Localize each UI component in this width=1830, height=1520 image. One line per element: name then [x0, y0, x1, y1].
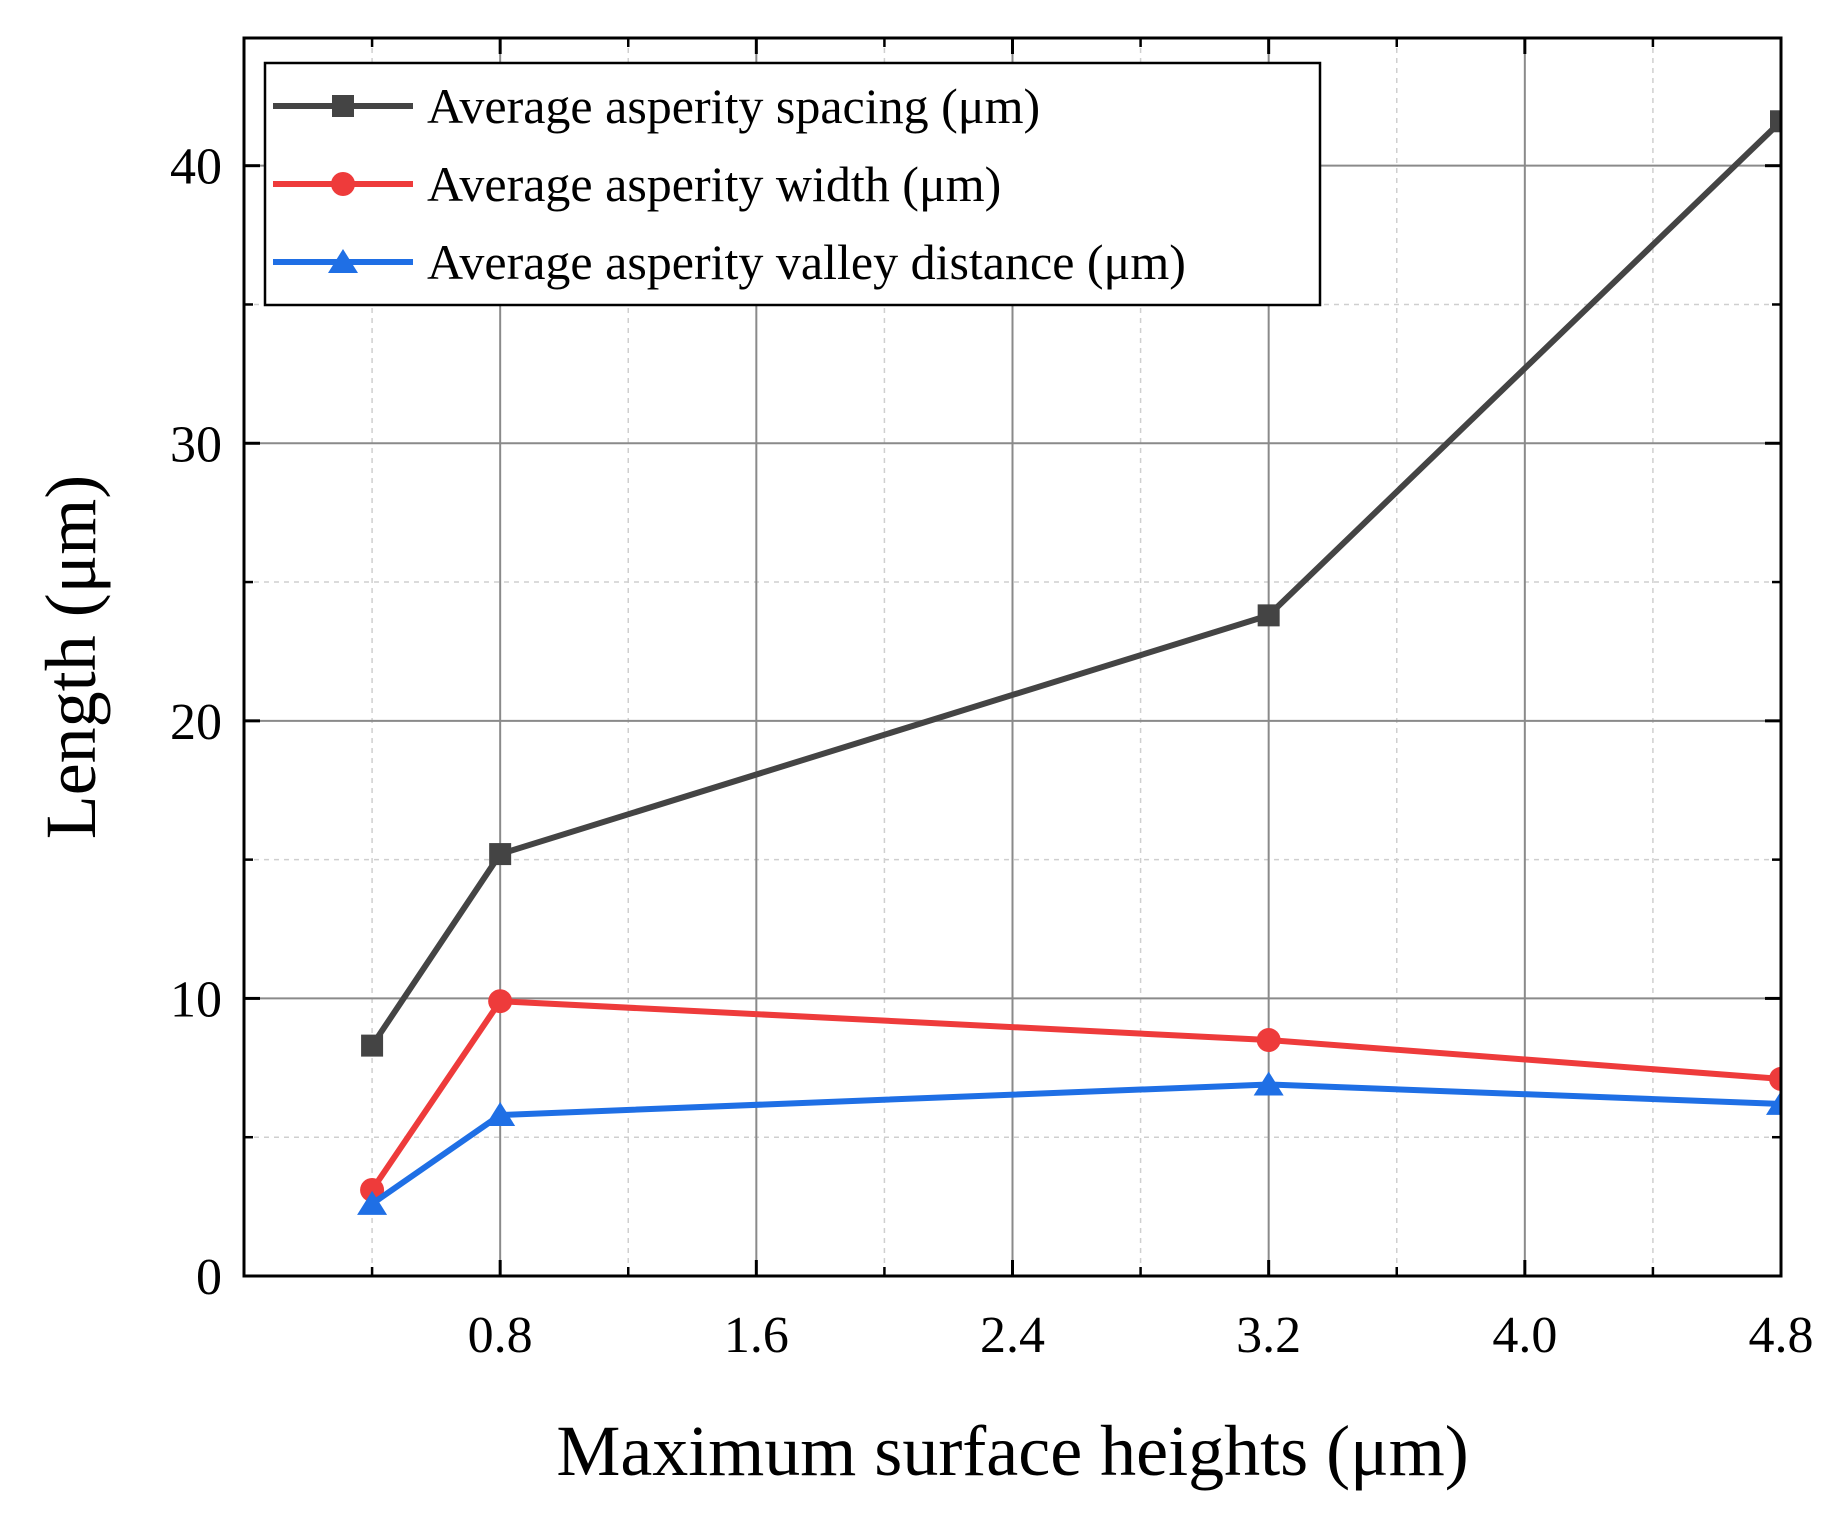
data-point	[361, 1034, 384, 1057]
y-tick-label: 0	[196, 1249, 222, 1306]
y-axis-title: Length (μm)	[31, 475, 111, 840]
series-group	[357, 110, 1781, 1215]
legend-label-spacing: Average asperity spacing (μm)	[427, 78, 1040, 134]
data-point	[489, 843, 512, 866]
series-line	[370, 1081, 1781, 1207]
data-point	[1253, 1071, 1284, 1096]
data-point	[488, 989, 513, 1014]
legend: Average asperity spacing (μm) Average as…	[263, 61, 1322, 307]
series-line	[369, 998, 1781, 1192]
data-point	[1256, 1028, 1281, 1053]
y-tick-label: 10	[170, 971, 222, 1028]
y-tick-label: 30	[170, 416, 222, 473]
series-line	[369, 119, 1781, 1048]
legend-entry-spacing: Average asperity spacing (μm)	[273, 78, 1040, 134]
axis-ticks	[244, 38, 1783, 1278]
x-axis-title: Maximum surface heights (μm)	[556, 1411, 1468, 1491]
x-tick-label: 3.2	[1236, 1307, 1301, 1364]
series-square	[361, 110, 1781, 1057]
legend-entry-width: Average asperity width (μm)	[273, 156, 1001, 212]
legend-entry-valley-distance: Average asperity valley distance (μm)	[273, 234, 1186, 290]
data-point	[1770, 110, 1781, 133]
legend-marker	[332, 95, 354, 117]
x-tick-label: 1.6	[724, 1307, 789, 1364]
legend-marker	[331, 172, 355, 196]
series-circle	[360, 989, 1781, 1202]
legend-label-valley-distance: Average asperity valley distance (μm)	[427, 234, 1186, 290]
data-point	[1766, 1090, 1781, 1115]
legend-marker	[328, 249, 358, 273]
x-tick-label: 0.8	[468, 1307, 533, 1364]
data-point	[357, 1190, 388, 1215]
x-tick-label: 2.4	[980, 1307, 1045, 1364]
y-tick-label: 40	[170, 139, 222, 196]
legend-label-width: Average asperity width (μm)	[427, 156, 1001, 212]
series-triangle	[357, 1071, 1781, 1215]
x-tick-label: 4.0	[1492, 1307, 1557, 1364]
data-point	[1769, 1066, 1781, 1091]
x-tick-label: 4.8	[1749, 1307, 1814, 1364]
legend-box	[263, 61, 1322, 307]
data-point	[485, 1102, 516, 1127]
data-point	[360, 1177, 385, 1202]
tick-labels: 0.8 1.6 2.4 3.2 4.0 4.8 0 10 20 30 40	[170, 139, 1814, 1364]
plot-series	[357, 110, 1781, 1215]
data-point	[1257, 604, 1280, 627]
y-tick-label: 20	[170, 694, 222, 751]
